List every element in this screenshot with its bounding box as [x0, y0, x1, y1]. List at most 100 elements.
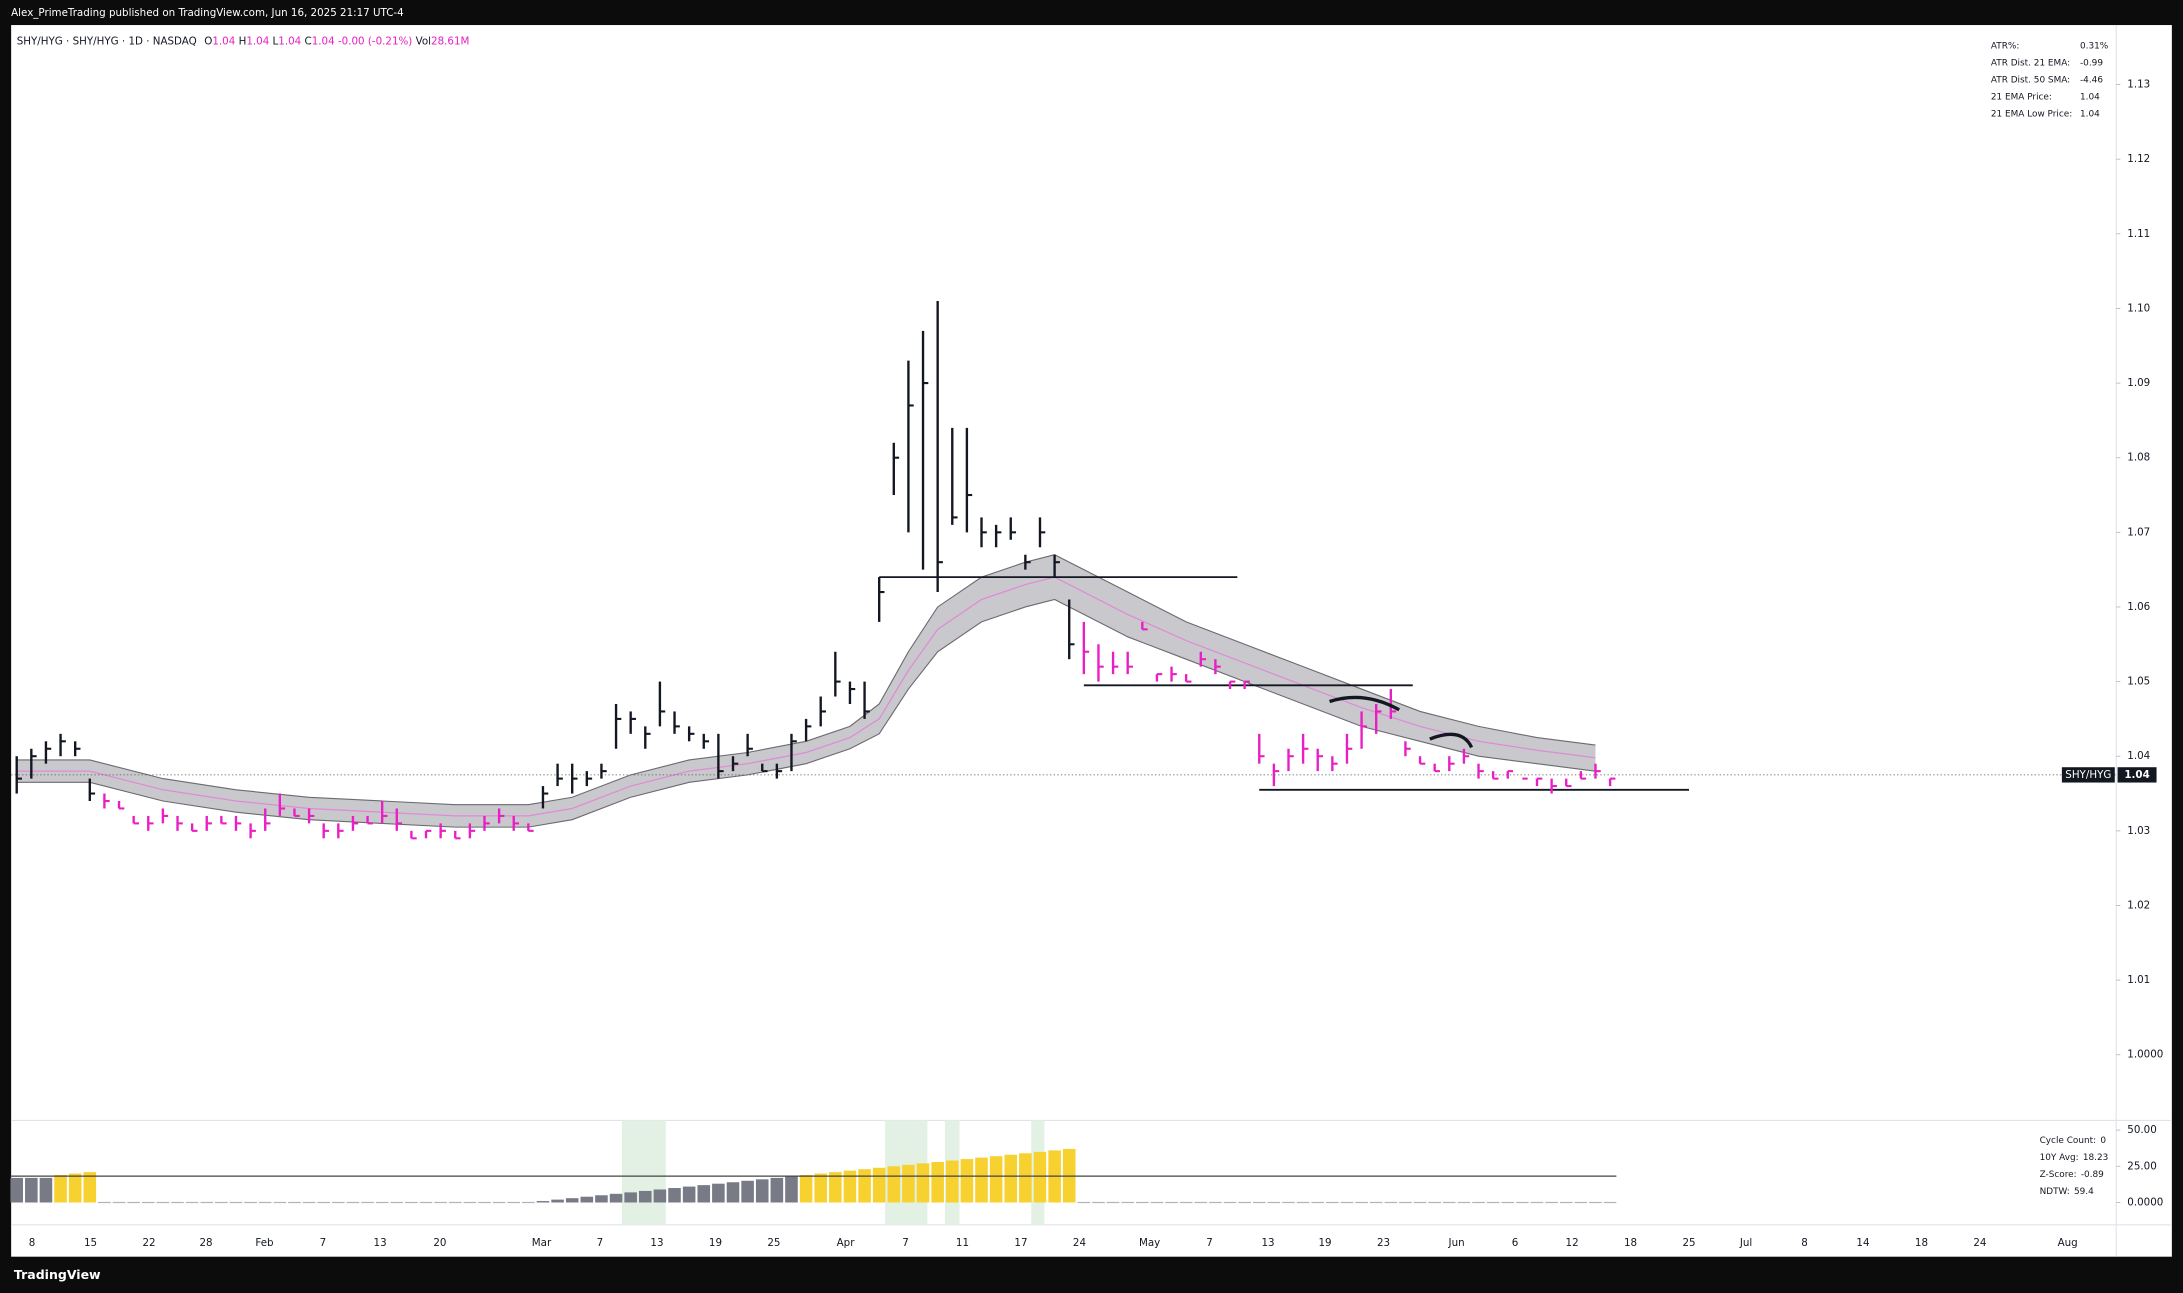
drawing-arc: [1329, 695, 1400, 712]
cycle-bar: [814, 1173, 827, 1203]
x-tick-label: 7: [1206, 1237, 1213, 1249]
legend-low: 1.04: [278, 36, 301, 48]
last-price-label: 1.04: [2124, 769, 2149, 781]
y-tick-label: 1.12: [2127, 153, 2150, 165]
cycle-bar: [1019, 1153, 1032, 1203]
x-tick-label: 18: [1915, 1237, 1928, 1249]
info-label: 21 EMA Price:: [1991, 92, 2052, 102]
drawing-arc: [1429, 732, 1474, 749]
legend-volume: 28.61M: [431, 36, 469, 48]
cycle-bar: [843, 1170, 857, 1203]
cycle-bar: [960, 1159, 974, 1203]
ema-line: [16, 576, 1596, 817]
info-value: 59.4: [2074, 1186, 2094, 1196]
cycle-bar: [1004, 1154, 1018, 1203]
x-tick-label: 7: [597, 1237, 604, 1249]
info-label: ATR Dist. 21 EMA:: [1991, 58, 2070, 68]
cycle-bar: [697, 1185, 711, 1203]
footer-logo[interactable]: TradingView: [14, 1266, 101, 1281]
x-tick-label: 6: [1512, 1237, 1519, 1249]
x-tick-label: 25: [1682, 1237, 1695, 1249]
x-tick-label: Mar: [532, 1237, 552, 1249]
info-value: 18.23: [2083, 1152, 2108, 1162]
y-tick-label: 50.00: [2127, 1124, 2156, 1136]
chart-area: [11, 25, 2172, 1257]
x-tick-label: 13: [1261, 1237, 1274, 1249]
footer-brand[interactable]: TradingView: [14, 1266, 101, 1281]
cycle-bar: [682, 1186, 696, 1203]
x-tick-label: 12: [1566, 1237, 1579, 1249]
legend-title: SHY/HYG · SHY/HYG · 1D · NASDAQ: [17, 36, 197, 48]
legend-open-label: O: [204, 36, 212, 48]
y-tick-label: 1.08: [2127, 452, 2150, 464]
legend-high-label: H: [239, 36, 247, 48]
x-tick-label: 8: [1801, 1237, 1808, 1249]
cycle-bar: [68, 1173, 82, 1203]
band-upper: [16, 554, 1596, 806]
cycle-bar: [536, 1201, 550, 1203]
y-tick-label: 1.04: [2127, 750, 2150, 762]
legend-volume-label: Vol: [416, 36, 431, 48]
info-value: -0.89: [2081, 1169, 2104, 1179]
y-tick-label: 1.07: [2127, 526, 2150, 538]
x-tick-label: 15: [84, 1237, 97, 1249]
cycle-bar: [580, 1196, 594, 1203]
legend-change: -0.00 (-0.21%): [338, 36, 412, 48]
info-label: Cycle Count:: [2040, 1135, 2097, 1145]
cycle-bar: [799, 1174, 813, 1203]
y-tick-label: 1.09: [2127, 377, 2150, 389]
cycle-bar: [945, 1160, 959, 1203]
ema-band: [16, 554, 1596, 828]
x-tick-label: 24: [1973, 1237, 1986, 1249]
x-tick-label: 14: [1856, 1237, 1869, 1249]
info-label: Z-Score:: [2040, 1169, 2077, 1179]
y-tick-label: 1.10: [2127, 302, 2150, 314]
info-value: -4.46: [2080, 75, 2103, 85]
info-value: 1.04: [2080, 92, 2100, 102]
info-label: 10Y Avg:: [2040, 1152, 2079, 1162]
info-label: NDTW:: [2040, 1186, 2070, 1196]
legend: SHY/HYG · SHY/HYG · 1D · NASDAQ O1.04 H1…: [17, 36, 470, 48]
x-tick-label: 22: [142, 1237, 155, 1249]
cycle-bar: [770, 1177, 784, 1203]
cycle-bar: [829, 1172, 842, 1203]
info-row: 10Y Avg: 18.23: [2040, 1152, 2109, 1162]
cycle-bar: [10, 1177, 23, 1203]
y-tick-label: 1.05: [2127, 676, 2150, 688]
info-value: 0: [2100, 1135, 2106, 1145]
y-tick-label: 1.06: [2127, 601, 2150, 613]
cycle-bar: [609, 1193, 623, 1203]
y-tick-label: 1.01: [2127, 974, 2150, 986]
x-tick-label: 8: [29, 1237, 36, 1249]
cycle-bar: [858, 1169, 871, 1203]
info-row: Cycle Count: 0: [2040, 1135, 2107, 1145]
info-value: -0.99: [2080, 58, 2103, 68]
legend-close: 1.04: [312, 36, 335, 48]
cycle-bar: [989, 1156, 1003, 1203]
x-tick-label: Apr: [837, 1237, 856, 1249]
x-tick-label: 11: [956, 1237, 969, 1249]
x-tick-label: 19: [1318, 1237, 1331, 1249]
x-tick-label: 13: [650, 1237, 663, 1249]
x-tick-label: 24: [1073, 1237, 1086, 1249]
x-tick-label: 19: [709, 1237, 722, 1249]
cycle-bar: [755, 1179, 769, 1203]
cycle-bar: [887, 1166, 901, 1203]
last-price-label-bg: [2117, 767, 2157, 783]
y-tick-label: 0.0000: [2127, 1197, 2163, 1209]
cycle-bar: [726, 1182, 740, 1203]
y-tick-label: 1.0000: [2127, 1049, 2163, 1061]
x-tick-label: 25: [767, 1237, 780, 1249]
cycle-bar: [1033, 1151, 1047, 1203]
info-row: NDTW: 59.4: [2040, 1186, 2095, 1196]
legend-low-label: L: [273, 36, 279, 48]
cycle-bar: [931, 1161, 944, 1203]
cycle-bar: [595, 1195, 608, 1203]
x-tick-label: 18: [1624, 1237, 1637, 1249]
x-tick-label: 7: [320, 1237, 327, 1249]
cycle-bar: [975, 1157, 988, 1203]
footer-bar: [0, 1256, 2183, 1293]
legend-high: 1.04: [246, 36, 269, 48]
last-price-name: SHY/HYG: [2065, 769, 2111, 781]
cycle-bar: [872, 1167, 886, 1203]
